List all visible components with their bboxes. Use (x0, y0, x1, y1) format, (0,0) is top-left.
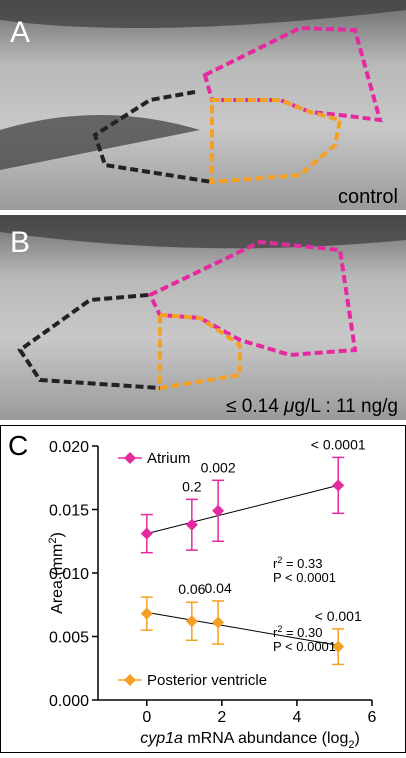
label-part: ) (49, 532, 66, 537)
y-tick-label: 0.015 (49, 503, 89, 520)
panel-letter: B (10, 226, 30, 259)
y-tick-label: 0.020 (49, 439, 89, 456)
figure: A control B ≤ 0.14 μg/L : 11 ng/g C Area… (0, 0, 406, 753)
x-tick-label: 6 (368, 709, 377, 726)
y-tick-label: 0.010 (49, 566, 89, 583)
panel-label: ≤ 0.14 μg/L : 11 ng/g (226, 396, 398, 417)
label-part: cyp1a (140, 730, 183, 747)
x-tick-label: 4 (292, 709, 301, 726)
label-part: = 0.30 (282, 625, 322, 640)
p-value-label: 0.04 (204, 580, 231, 596)
p-value-label: 0.06 (178, 581, 205, 597)
x-tick-label: 2 (217, 709, 226, 726)
label-part: ) (354, 730, 359, 747)
p-label: P < 0.0001 (273, 570, 336, 585)
legend-label: Posterior ventricle (147, 672, 267, 689)
label-part: = 0.33 (282, 556, 322, 571)
legend-label: Atrium (147, 450, 190, 467)
p-label: P < 0.0001 (273, 639, 336, 654)
panel-label: control (338, 186, 398, 208)
p-value-label: 0.2 (182, 478, 202, 494)
p-value-label: < 0.0001 (311, 436, 366, 452)
label-part: μ (283, 396, 295, 417)
label-part: mRNA abundance (log (183, 730, 348, 747)
p-value-label: < 0.001 (315, 608, 362, 624)
x-tick-label: 0 (142, 709, 151, 726)
y-tick-label: 0.000 (49, 693, 89, 710)
p-value-label: 0.002 (201, 459, 236, 475)
label-part: ≤ 0.14 (226, 396, 284, 417)
y-tick-label: 0.005 (49, 630, 89, 647)
panel-letter: C (8, 430, 28, 461)
panel-letter: A (10, 16, 30, 49)
label-part: g/L : 11 ng/g (294, 396, 398, 417)
